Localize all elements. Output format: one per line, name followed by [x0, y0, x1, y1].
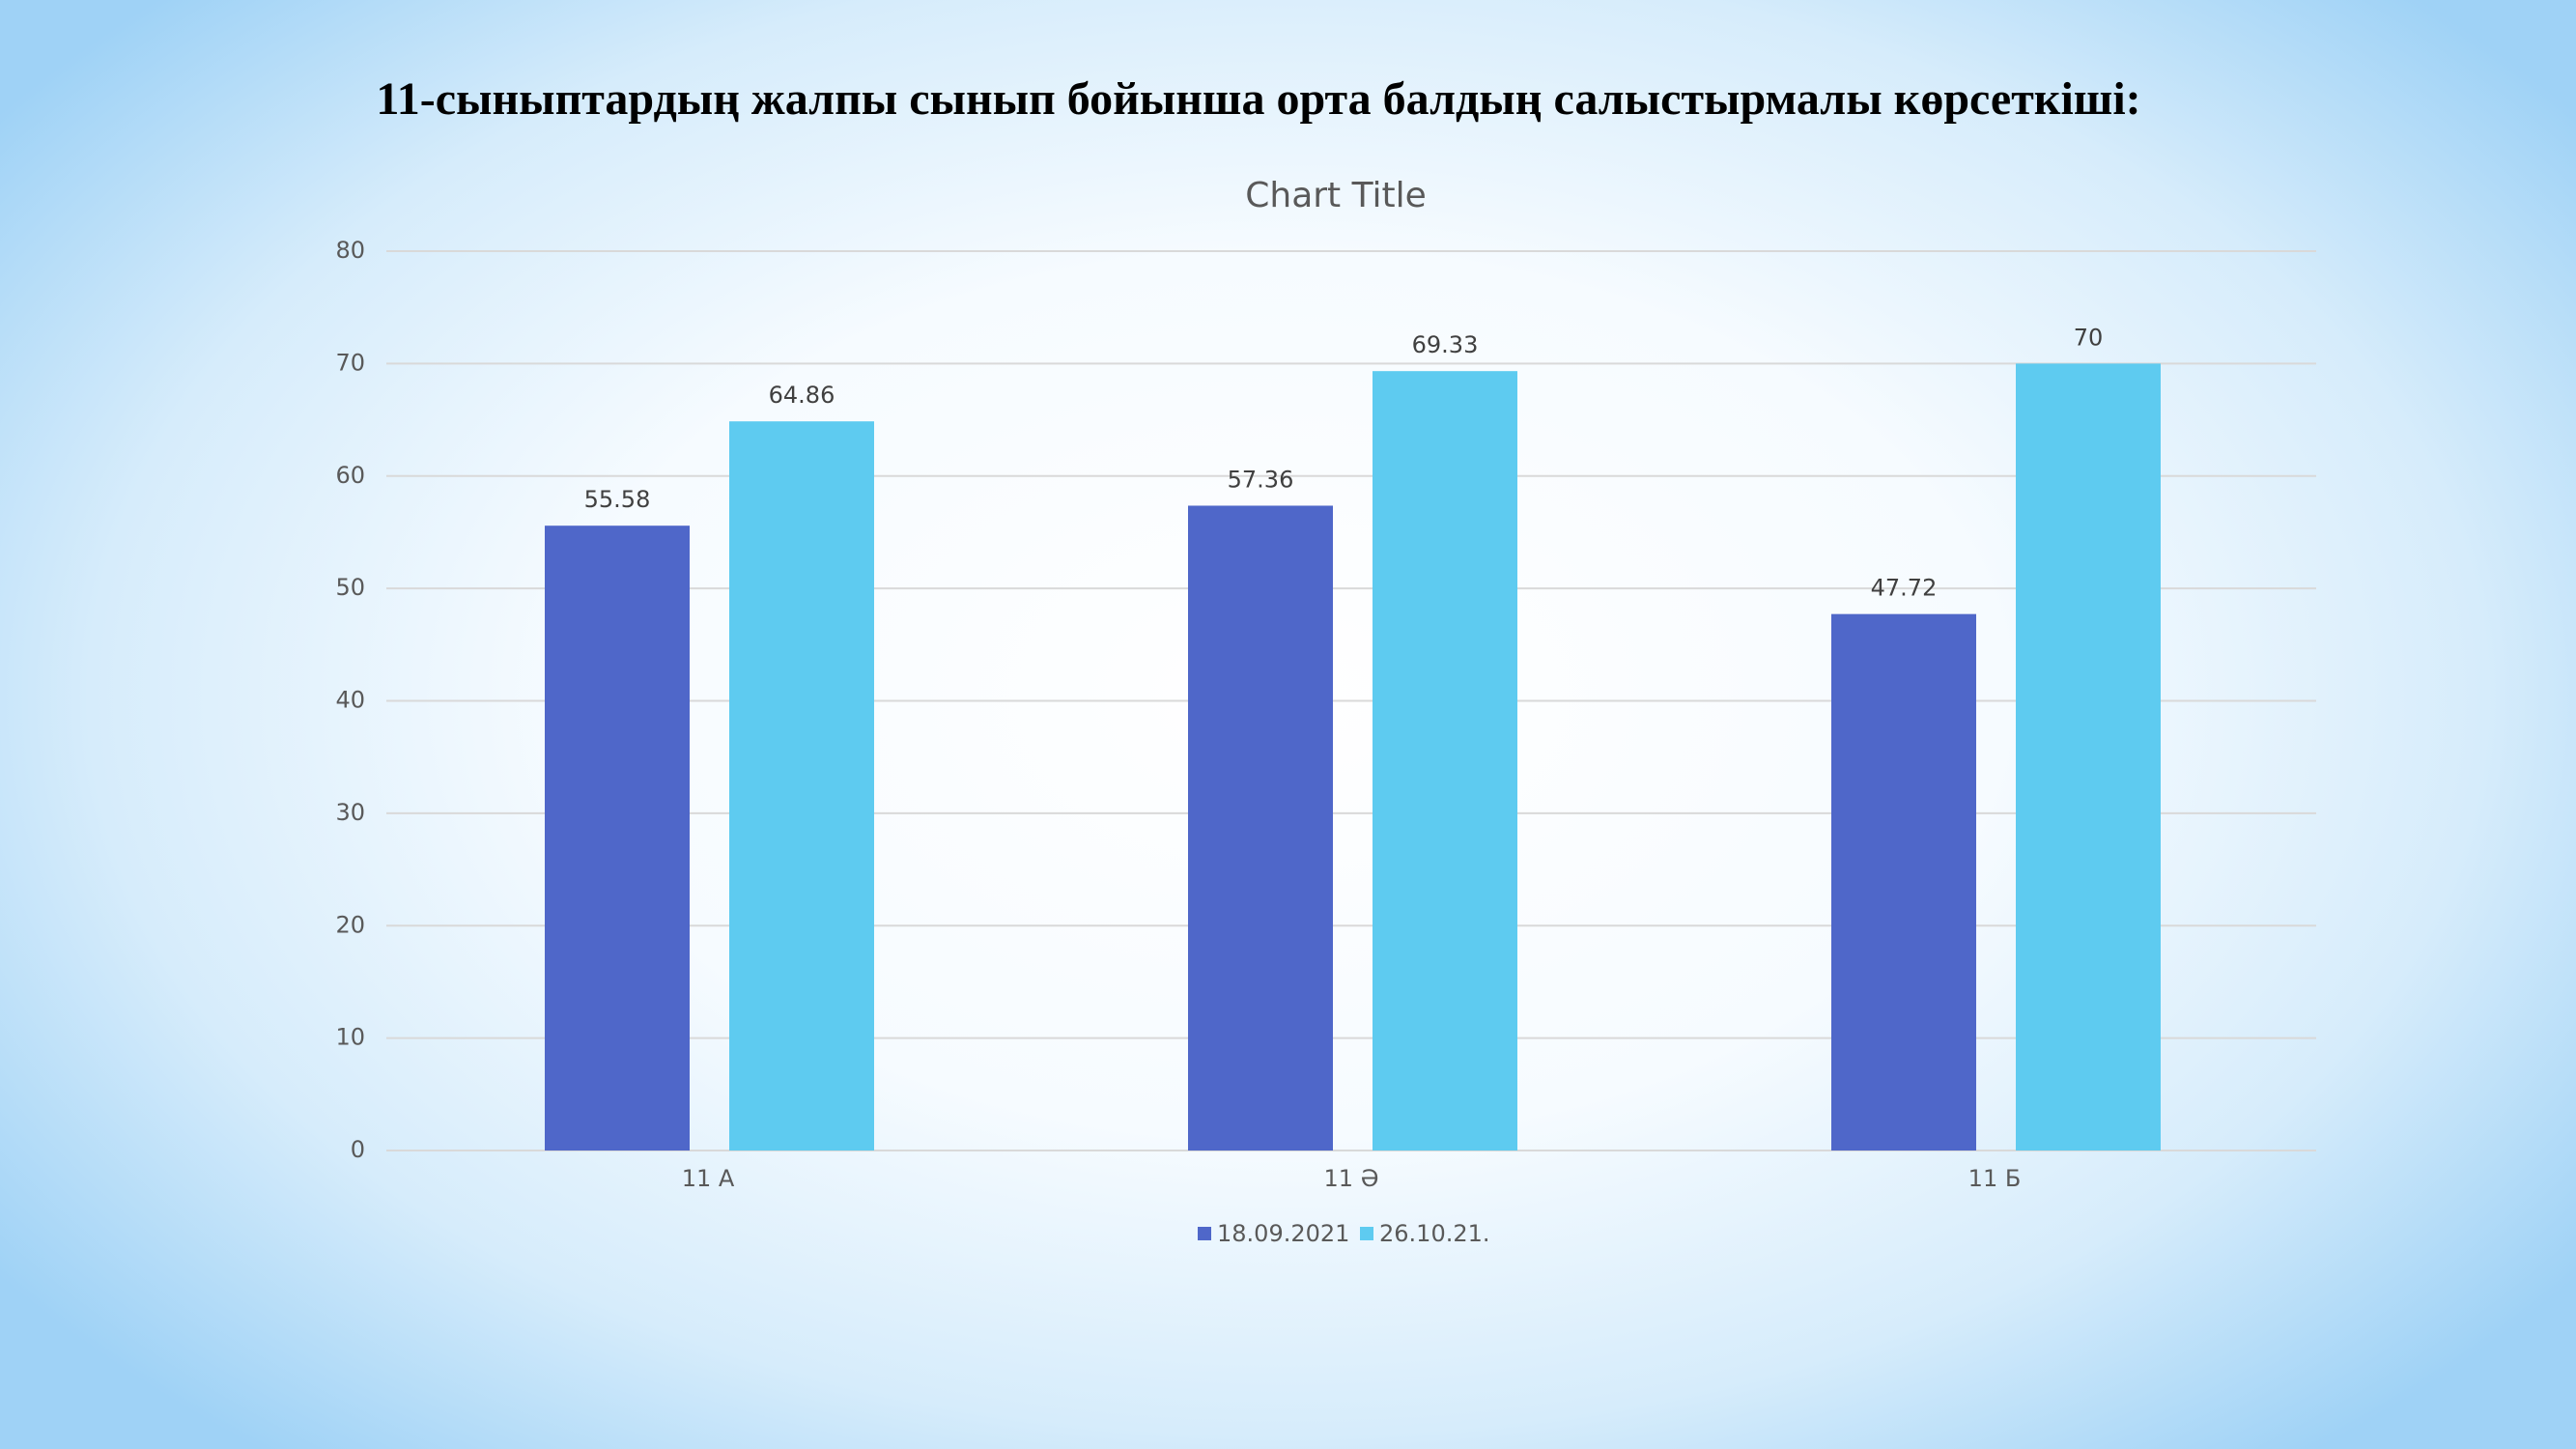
data-label: 70 [2074, 324, 2104, 351]
y-tick-label: 0 [351, 1136, 365, 1163]
legend-swatch [1198, 1227, 1211, 1240]
y-tick-label: 70 [335, 349, 365, 376]
legend-swatch [1360, 1227, 1373, 1240]
y-tick-label: 60 [335, 462, 365, 489]
data-label: 55.58 [584, 486, 651, 513]
data-label: 47.72 [1871, 575, 1938, 602]
bar [729, 421, 874, 1151]
data-label: 69.33 [1412, 331, 1479, 358]
x-tick-label: 11 Б [1968, 1165, 2022, 1192]
y-tick-label: 20 [335, 911, 365, 938]
legend-label: 18.09.2021 [1217, 1220, 1349, 1247]
bar [1188, 505, 1333, 1151]
bar [545, 526, 690, 1151]
data-label: 57.36 [1228, 466, 1294, 493]
y-tick-label: 80 [335, 237, 365, 264]
bar [1831, 613, 1976, 1151]
data-label: 64.86 [769, 382, 835, 409]
chart-title: Chart Title [1245, 176, 1427, 215]
legend-label: 26.10.21. [1379, 1220, 1490, 1247]
bar [1373, 371, 1517, 1151]
bar [2016, 363, 2161, 1151]
x-tick-label: 11 Ә [1323, 1165, 1378, 1192]
y-tick-label: 30 [335, 799, 365, 826]
y-tick-label: 10 [335, 1024, 365, 1051]
y-tick-label: 40 [335, 687, 365, 714]
y-tick-label: 50 [335, 574, 365, 601]
x-tick-label: 11 А [682, 1165, 735, 1192]
slide-title: 11-сыныптардың жалпы сынып бойынша орта … [376, 73, 2140, 125]
